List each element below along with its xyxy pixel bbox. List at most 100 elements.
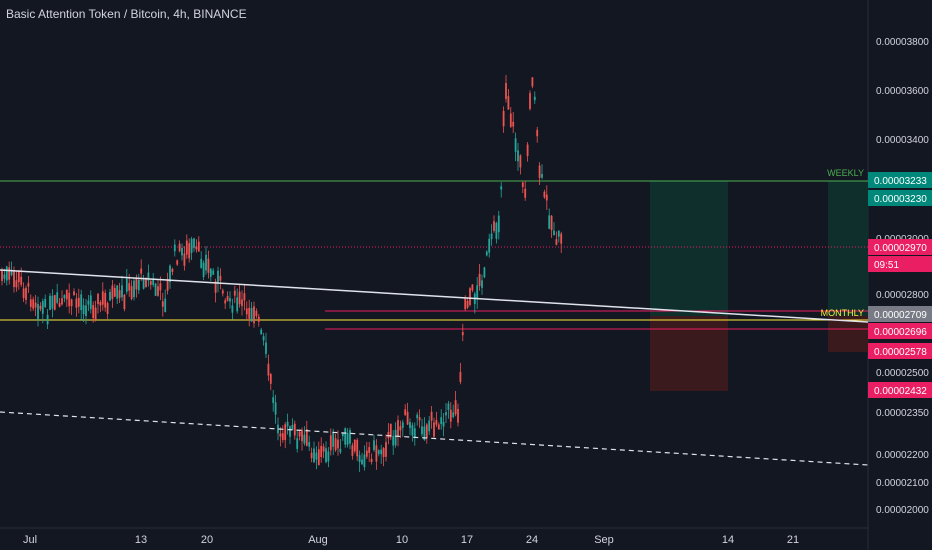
candle-body xyxy=(526,144,529,156)
candle-body xyxy=(197,241,200,252)
candle-body xyxy=(483,267,486,278)
candle-body xyxy=(308,442,311,447)
candle-body xyxy=(478,273,481,286)
candle-body xyxy=(209,268,212,277)
candle-body xyxy=(77,297,80,307)
candle-body xyxy=(257,316,260,322)
candle-body xyxy=(433,422,435,437)
candle-body xyxy=(125,278,128,292)
candle-body xyxy=(272,397,275,403)
candle-body xyxy=(265,342,267,354)
candle-body xyxy=(149,281,152,285)
candle-body xyxy=(171,268,174,273)
candle-body xyxy=(493,221,495,231)
candle-body xyxy=(41,301,44,314)
candle-body xyxy=(137,279,140,291)
y-tick-label: 0.00002200 xyxy=(876,450,929,461)
candle-body xyxy=(267,363,270,376)
y-tick-label: 0.00002800 xyxy=(876,290,929,301)
price-label: 0.00002432 xyxy=(874,386,927,397)
candle-body xyxy=(190,238,193,253)
candle-body xyxy=(166,279,169,291)
candle-body xyxy=(214,281,217,293)
candle-body xyxy=(310,452,313,459)
candle-body xyxy=(509,113,512,127)
price-label-box xyxy=(868,343,932,359)
candle-body xyxy=(245,308,248,315)
candle-body xyxy=(449,409,452,422)
candle-body xyxy=(553,230,555,236)
candle-body xyxy=(435,420,438,425)
candle-body xyxy=(65,289,68,300)
candle-body xyxy=(253,306,255,324)
candle-body xyxy=(250,307,253,322)
candle-body xyxy=(315,452,318,460)
candle-body xyxy=(541,173,543,178)
candle-body xyxy=(56,292,59,303)
candle-body xyxy=(291,424,294,430)
candle-body xyxy=(140,268,143,274)
candle-body xyxy=(128,283,131,291)
candle-body xyxy=(344,428,347,445)
candle-body xyxy=(49,295,51,310)
candle-body xyxy=(154,283,157,296)
candle-body xyxy=(248,307,251,319)
candle-body xyxy=(262,336,265,341)
candle-body xyxy=(142,279,145,289)
candle-body xyxy=(279,433,282,437)
y-tick-label: 0.00002350 xyxy=(876,408,929,419)
candle-body xyxy=(349,429,351,444)
candle-body xyxy=(238,291,241,305)
candle-body xyxy=(178,243,181,252)
candle-body xyxy=(37,304,39,321)
candle-body xyxy=(15,280,18,288)
candle-body xyxy=(27,282,30,287)
candle-body xyxy=(219,275,222,281)
candle-body xyxy=(85,305,87,316)
candle-body xyxy=(481,280,483,288)
x-tick-label: 21 xyxy=(787,534,799,546)
candle-body xyxy=(512,121,515,127)
candle-body xyxy=(536,129,539,137)
price-label-box xyxy=(868,382,932,398)
candle-body xyxy=(375,445,378,462)
candle-body xyxy=(387,431,390,439)
candle-body xyxy=(116,285,119,299)
candle-body xyxy=(538,165,541,178)
candle-body xyxy=(471,284,474,291)
candle-body xyxy=(104,292,107,308)
candle-body xyxy=(353,439,356,452)
candle-body xyxy=(490,233,493,240)
candle-body xyxy=(413,428,416,438)
candle-body xyxy=(399,426,402,431)
candle-body xyxy=(46,314,49,325)
x-tick-label: Aug xyxy=(308,534,328,546)
candle-body xyxy=(502,110,505,127)
candle-body xyxy=(305,429,308,446)
x-tick-label: 10 xyxy=(396,534,408,546)
candle-body xyxy=(440,417,443,425)
candle-body xyxy=(70,299,73,307)
y-tick-label: 0.00002100 xyxy=(876,478,929,489)
candle-body xyxy=(329,435,332,451)
candle-body xyxy=(10,271,13,276)
chart-title: Basic Attention Token / Bitcoin, 4h, BIN… xyxy=(6,7,247,21)
price-axis-panel xyxy=(868,0,932,550)
candle-body xyxy=(274,402,277,415)
candle-body xyxy=(380,449,383,455)
candle-body xyxy=(236,297,239,312)
candle-body xyxy=(80,294,83,311)
candle-body xyxy=(437,424,440,430)
candle-body xyxy=(212,270,215,275)
candle-body xyxy=(121,285,123,298)
price-label: 0.00002970 xyxy=(874,243,927,254)
candle-body xyxy=(495,222,498,239)
candle-body xyxy=(113,288,116,297)
candle-body xyxy=(289,426,291,437)
candle-body xyxy=(351,445,354,456)
candle-body xyxy=(524,188,527,198)
candle-body xyxy=(363,454,366,468)
candle-body xyxy=(193,238,195,248)
candle-body xyxy=(29,299,32,307)
